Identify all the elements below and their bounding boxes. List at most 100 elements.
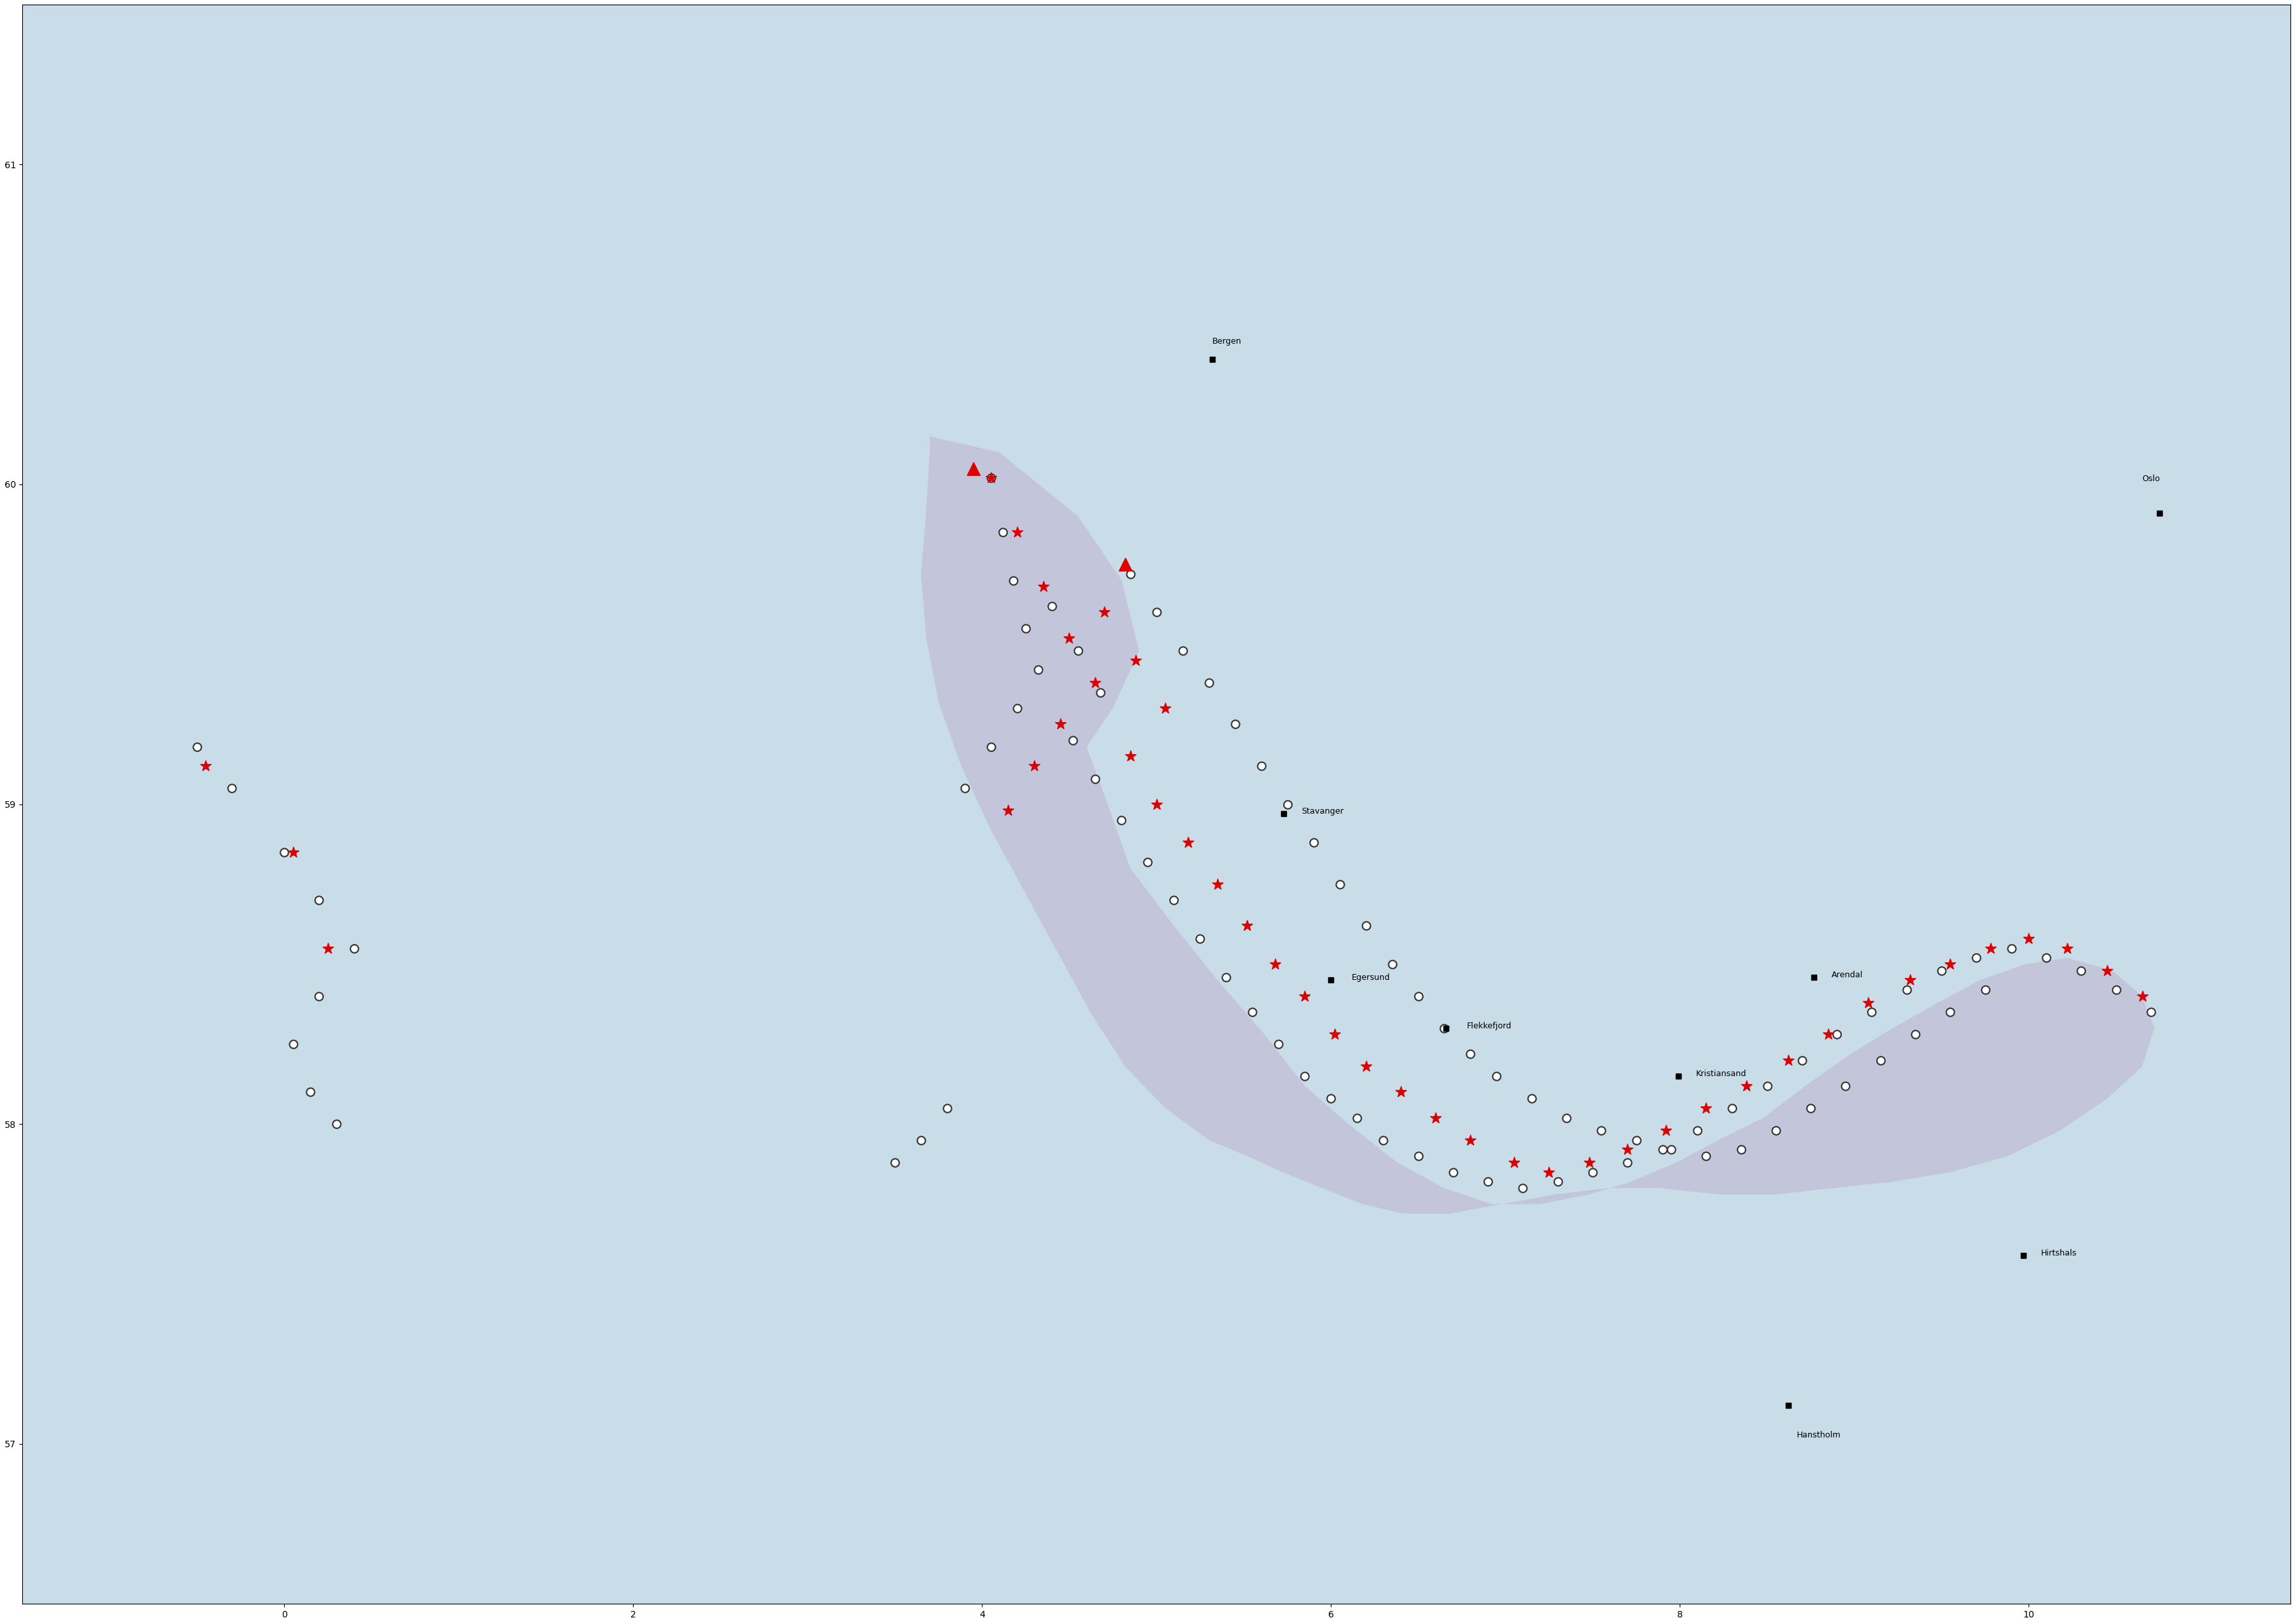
- Point: [1258, 952, 1294, 978]
- Point: [1076, 765, 1113, 791]
- Point: [1400, 1143, 1437, 1169]
- Point: [1235, 999, 1271, 1025]
- Point: [1083, 679, 1120, 705]
- Point: [1850, 989, 1886, 1015]
- Point: [1347, 913, 1384, 939]
- Point: [929, 1095, 966, 1121]
- Point: [1418, 1104, 1455, 1130]
- Point: [1728, 1073, 1765, 1099]
- Point: [1182, 926, 1219, 952]
- Text: Flekkefjord: Flekkefjord: [1467, 1021, 1512, 1030]
- Point: [1453, 1041, 1489, 1067]
- Point: [1992, 935, 2029, 961]
- Point: [1060, 638, 1097, 664]
- Point: [1200, 870, 1237, 896]
- Point: [973, 464, 1010, 490]
- Point: [1648, 1117, 1685, 1143]
- Point: [1570, 1150, 1606, 1176]
- Point: [1469, 1169, 1506, 1195]
- Point: [1967, 976, 2004, 1002]
- Point: [275, 840, 312, 866]
- Point: [1019, 656, 1056, 682]
- Point: [955, 455, 991, 481]
- Point: [275, 1031, 312, 1057]
- Point: [2029, 945, 2066, 971]
- Point: [1618, 1127, 1655, 1153]
- Point: [179, 734, 216, 760]
- Point: [1269, 791, 1306, 817]
- Point: [1478, 1064, 1515, 1090]
- Point: [1026, 573, 1063, 599]
- Point: [335, 935, 372, 961]
- Point: [1584, 1117, 1620, 1143]
- Point: [1609, 1150, 1646, 1176]
- Point: [1076, 669, 1113, 695]
- Point: [2088, 958, 2125, 984]
- Point: [1138, 791, 1175, 817]
- Point: [1506, 1176, 1542, 1202]
- Point: [996, 567, 1033, 593]
- Point: [1104, 807, 1141, 833]
- Point: [1687, 1095, 1724, 1121]
- Point: [1687, 1143, 1724, 1169]
- Text: Arendal: Arendal: [1831, 971, 1864, 979]
- Point: [1400, 983, 1437, 1009]
- Point: [1769, 1047, 1806, 1073]
- Point: [1017, 754, 1053, 780]
- Point: [1322, 870, 1359, 896]
- Point: [2049, 935, 2086, 961]
- Point: [1531, 1160, 1567, 1186]
- Point: [2098, 976, 2134, 1002]
- Point: [1923, 958, 1960, 984]
- Point: [1129, 849, 1166, 875]
- Point: [1287, 983, 1324, 1009]
- Point: [877, 1150, 913, 1176]
- Point: [1609, 1137, 1646, 1163]
- Point: [188, 754, 225, 780]
- Point: [1375, 952, 1411, 978]
- Polygon shape: [920, 437, 2155, 1213]
- Point: [1164, 638, 1200, 664]
- Text: Egersund: Egersund: [1352, 974, 1391, 983]
- Point: [1008, 615, 1044, 641]
- Point: [1434, 1160, 1471, 1186]
- Point: [1811, 1021, 1847, 1047]
- Text: Hirtshals: Hirtshals: [2040, 1249, 2077, 1257]
- Point: [1366, 1127, 1402, 1153]
- Point: [946, 775, 982, 801]
- Point: [1425, 1015, 1462, 1041]
- Point: [1244, 754, 1281, 780]
- Point: [319, 1111, 356, 1137]
- Point: [1053, 728, 1090, 754]
- Point: [2123, 983, 2160, 1009]
- Point: [1033, 593, 1069, 619]
- Point: [1540, 1169, 1577, 1195]
- Point: [1932, 999, 1969, 1025]
- Point: [1086, 599, 1122, 625]
- Point: [1496, 1150, 1533, 1176]
- Text: Kristiansand: Kristiansand: [1696, 1070, 1746, 1078]
- Point: [1113, 560, 1150, 586]
- Point: [1958, 945, 1994, 971]
- Point: [1338, 1104, 1375, 1130]
- Point: [2132, 999, 2169, 1025]
- Point: [1792, 1095, 1829, 1121]
- Point: [1148, 695, 1184, 721]
- Point: [989, 797, 1026, 823]
- Point: [1287, 1064, 1324, 1090]
- Text: Bergen: Bergen: [1212, 338, 1242, 346]
- Point: [1714, 1095, 1751, 1121]
- Point: [1932, 952, 1969, 978]
- Text: Oslo: Oslo: [2141, 474, 2160, 482]
- Point: [1042, 711, 1079, 737]
- Point: [1861, 1047, 1898, 1073]
- Point: [2010, 926, 2047, 952]
- Point: [291, 1078, 328, 1104]
- Point: [1313, 1085, 1349, 1111]
- Point: [1157, 887, 1193, 913]
- Point: [1652, 1137, 1689, 1163]
- Point: [1228, 913, 1265, 939]
- Point: [213, 775, 250, 801]
- Point: [2063, 958, 2100, 984]
- Point: [1453, 1127, 1489, 1153]
